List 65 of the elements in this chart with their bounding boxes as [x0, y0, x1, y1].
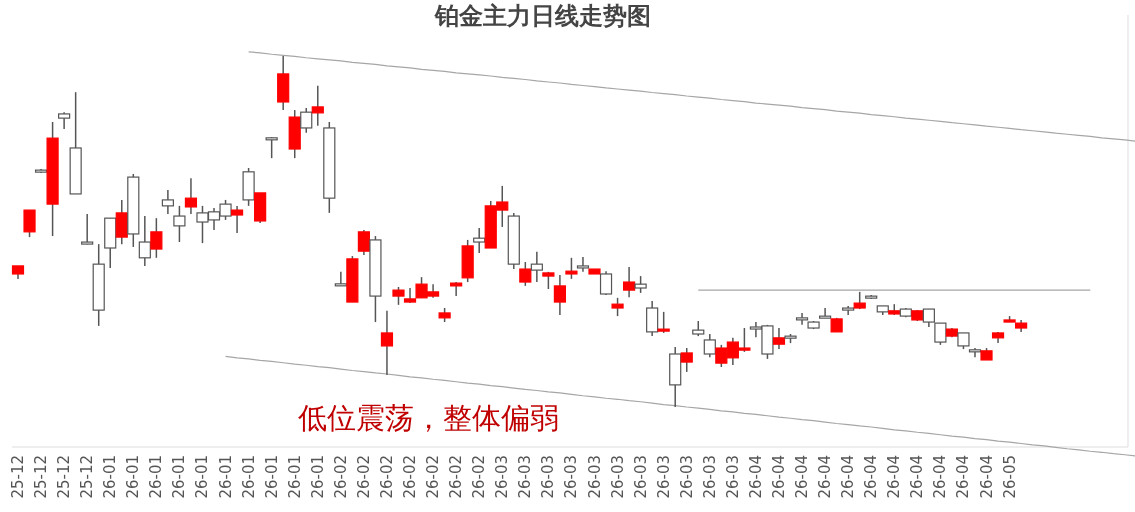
chart-title: 铂金主力日线走势图	[434, 2, 651, 30]
candlestick	[265, 136, 278, 159]
candlestick	[161, 189, 174, 215]
x-tick-label: 26-02	[354, 455, 373, 499]
candlestick	[81, 213, 94, 245]
x-tick-label: 25-12	[32, 455, 51, 499]
x-tick-label: 26-03	[608, 455, 627, 499]
x-tick-label: 25-12	[55, 455, 74, 499]
candlestick	[380, 310, 394, 376]
x-tick-label: 25-12	[78, 455, 97, 499]
x-tick-label: 26-01	[308, 455, 327, 499]
x-tick-label: 26-04	[769, 455, 788, 499]
x-tick-label: 26-01	[285, 455, 304, 499]
candlestick	[576, 256, 590, 273]
x-tick-label: 26-04	[885, 455, 904, 499]
candlestick	[703, 333, 716, 358]
x-tick-label: 26-01	[124, 455, 143, 499]
x-tick-label: 26-01	[170, 455, 189, 499]
x-tick-label: 26-03	[631, 455, 650, 499]
candlestick	[530, 251, 543, 283]
candlestick	[334, 271, 347, 287]
x-tick-label: 26-04	[977, 455, 996, 499]
x-tick-label: 26-03	[516, 455, 535, 499]
x-tick-label: 26-02	[331, 455, 350, 499]
candlestick	[646, 300, 659, 337]
x-tick-label: 26-04	[908, 455, 927, 499]
x-tick-label: 26-01	[147, 455, 166, 499]
x-tick-label: 26-01	[216, 455, 235, 499]
candlestick	[819, 307, 832, 319]
x-tick-label: 26-03	[723, 455, 742, 499]
x-tick-label: 26-03	[562, 455, 581, 499]
x-tick-label: 26-04	[816, 455, 835, 499]
x-tick-label: 26-04	[793, 455, 812, 499]
candlestick	[473, 227, 486, 254]
x-tick-label: 26-03	[677, 455, 696, 499]
x-tick-label: 26-01	[193, 455, 212, 499]
x-tick-label: 26-04	[839, 455, 858, 499]
x-tick-label: 26-04	[954, 455, 973, 499]
candlestick	[23, 209, 36, 238]
x-tick-label: 26-01	[239, 455, 258, 499]
candlestick	[300, 107, 313, 134]
x-tick-label: 26-05	[1000, 455, 1019, 499]
x-tick-label: 26-04	[746, 455, 765, 499]
x-tick-label: 26-03	[585, 455, 604, 499]
x-tick-label: 26-04	[862, 455, 881, 499]
x-tick-label: 26-01	[262, 455, 281, 499]
x-tick-label: 26-02	[424, 455, 443, 499]
x-tick-label: 26-02	[470, 455, 489, 499]
x-tick-label: 25-12	[9, 455, 27, 499]
x-tick-label: 26-03	[493, 455, 512, 499]
x-tick-label: 26-03	[700, 455, 719, 499]
x-tick-label: 26-01	[101, 455, 120, 499]
x-tick-label: 26-04	[931, 455, 950, 499]
x-tick-label: 26-03	[539, 455, 558, 499]
candlestick	[565, 257, 578, 280]
x-tick-label: 26-02	[377, 455, 396, 499]
candlestick	[184, 177, 198, 215]
candlestick	[138, 215, 151, 267]
candlestick	[553, 274, 567, 316]
candlestick	[173, 205, 186, 243]
x-tick-label: 26-03	[654, 455, 673, 499]
candlestick	[611, 297, 624, 317]
x-tick-label: 26-02	[401, 455, 420, 499]
annotation: 低位震荡，整体偏弱	[298, 401, 559, 435]
x-tick-label: 26-02	[447, 455, 466, 499]
